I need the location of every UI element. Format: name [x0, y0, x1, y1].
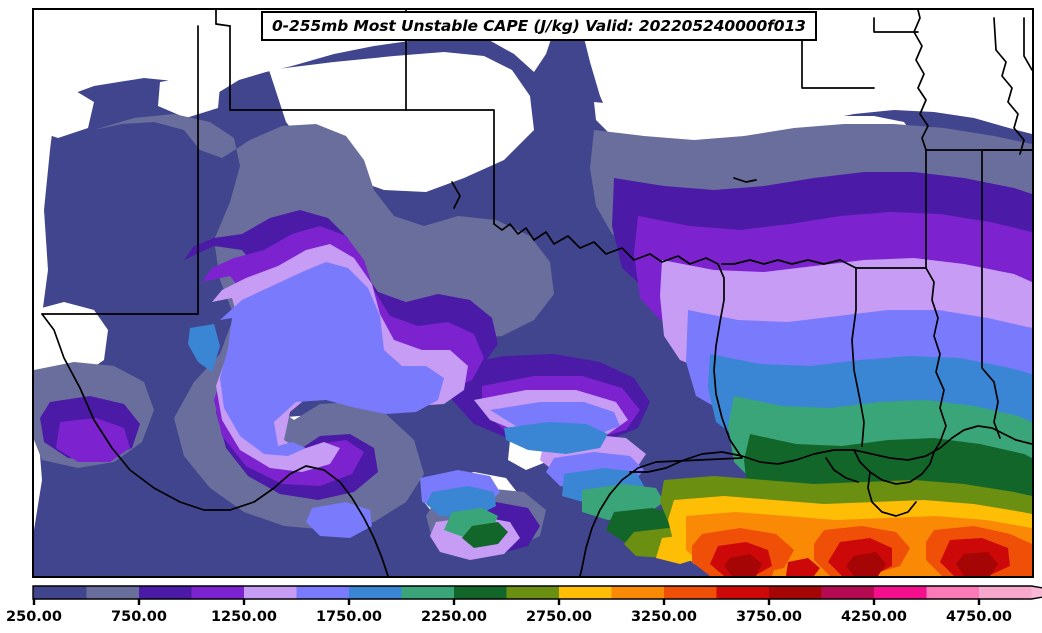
colorbar-segment [611, 586, 664, 599]
colorbar-segment [979, 586, 1032, 599]
colorbar: 250.00 750.00 1250.00 1750.00 2250.00 2750.00… [0, 583, 1042, 633]
colorbar-segment [664, 586, 717, 599]
colorbar-segment [86, 586, 139, 599]
colorbar-segment [244, 586, 297, 599]
colorbar-segment [559, 586, 612, 599]
colorbar-segment [349, 586, 402, 599]
map-canvas [34, 10, 1032, 576]
colorbar-tick-label: 750.00 [111, 609, 167, 625]
colorbar-tick-label: 1250.00 [211, 609, 277, 625]
colorbar-segment [716, 586, 769, 599]
colorbar-segment [769, 586, 822, 599]
colorbar-segment [401, 586, 454, 599]
cape-contour-fills [34, 18, 1032, 576]
colorbar-tick-label: 4750.00 [946, 609, 1012, 625]
colorbar-tick-label: 3250.00 [631, 609, 697, 625]
colorbar-segment [874, 586, 927, 599]
colorbar-segment [821, 586, 874, 599]
colorbar-segment [191, 586, 244, 599]
colorbar-segment [926, 586, 979, 599]
colorbar-segment [296, 586, 349, 599]
colorbar-outline [32, 585, 1042, 600]
state-boundary-lines [41, 10, 1032, 576]
colorbar-tick-label: 4250.00 [841, 609, 907, 625]
colorbar-segment [506, 586, 559, 599]
map-frame [32, 8, 1034, 578]
colorbar-segment [139, 586, 192, 599]
colorbar-extend-arrow [1031, 586, 1042, 599]
colorbar-tick-label: 250.00 [6, 609, 62, 625]
colorbar-segment [454, 586, 507, 599]
colorbar-tick-label: 1750.00 [316, 609, 382, 625]
colorbar-tick-label: 2750.00 [526, 609, 592, 625]
map-title-box: 0-255mb Most Unstable CAPE (J/kg) Valid:… [261, 11, 817, 41]
colorbar-tick-label: 2250.00 [421, 609, 487, 625]
page-title: 0-255mb Most Unstable CAPE (J/kg) Valid:… [272, 17, 806, 35]
colorbar-segment [33, 586, 87, 599]
colorbar-tick-label: 3750.00 [736, 609, 802, 625]
colorbar-svg: 250.00 750.00 1250.00 1750.00 2250.00 2750.00… [6, 585, 1042, 625]
